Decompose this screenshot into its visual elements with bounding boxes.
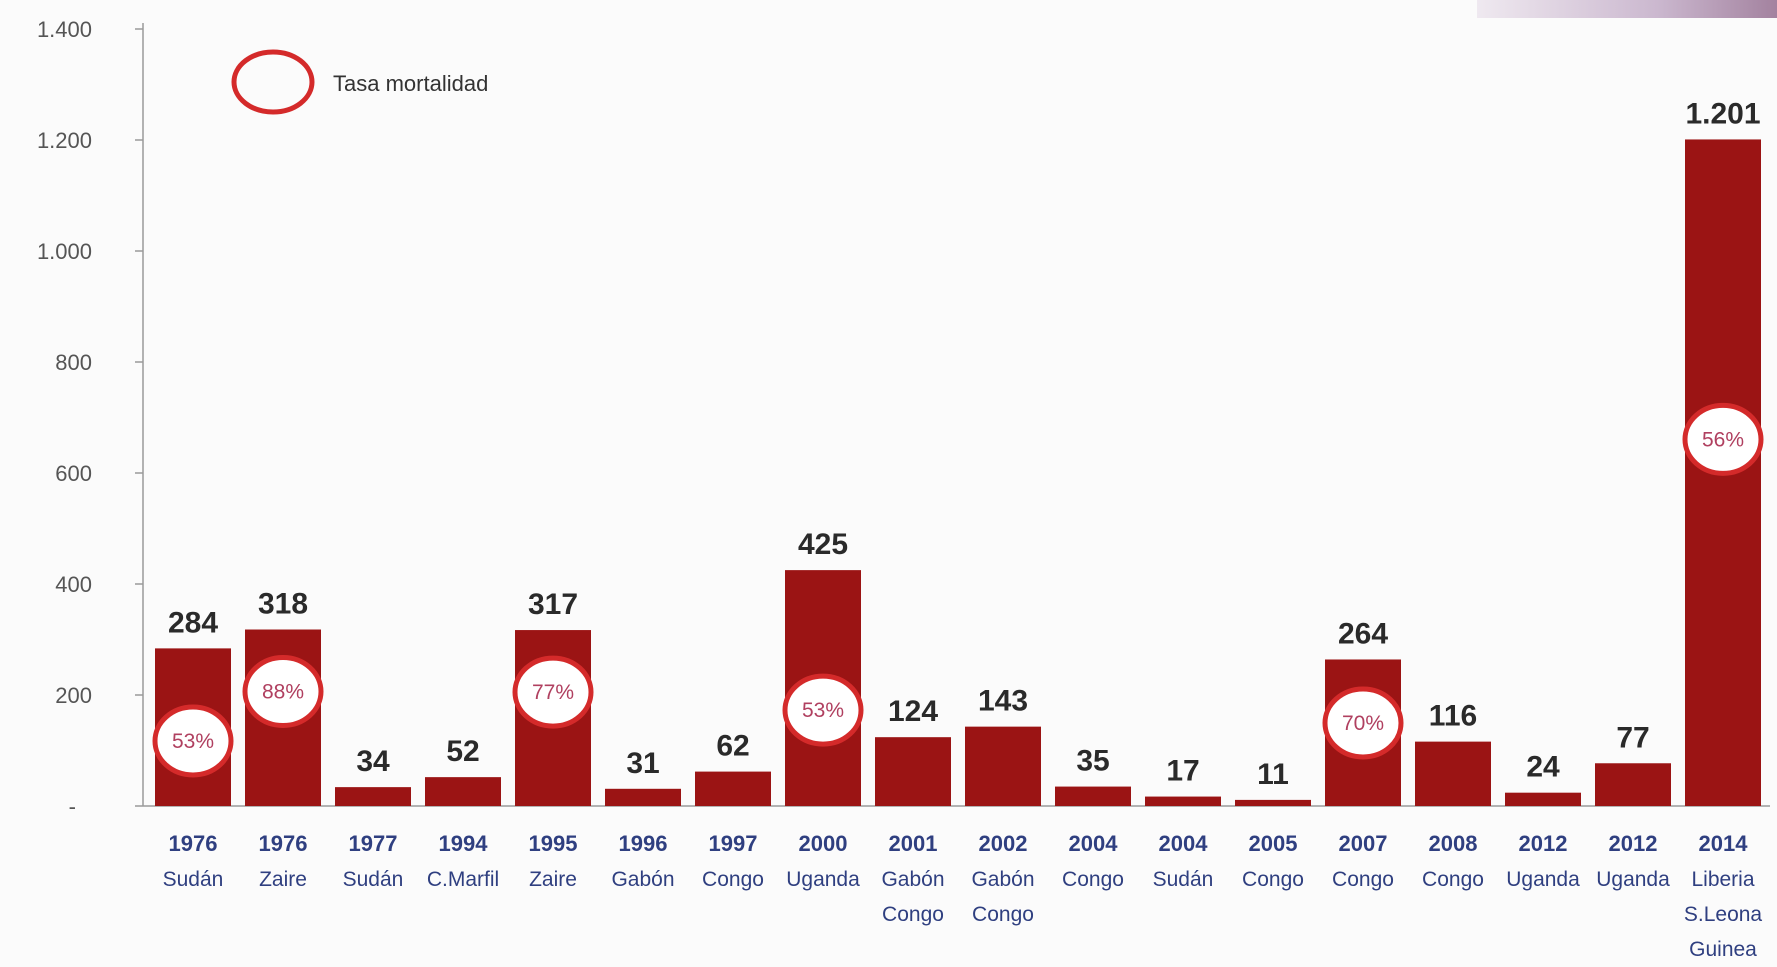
mortality-marker: [242, 655, 324, 729]
bar: [1505, 792, 1581, 806]
mortality-rate-label: 88%: [262, 681, 304, 704]
x-tick-label-country: Congo: [1332, 868, 1394, 891]
legend-marker-icon: [231, 49, 315, 115]
x-tick-label-year: 2004: [1069, 831, 1119, 856]
x-tick-label-country: S.Leona: [1684, 903, 1763, 926]
mortality-rate-label: 53%: [802, 699, 844, 722]
data-label: 31: [626, 747, 659, 780]
mortality-marker: [152, 704, 234, 778]
bar: [965, 726, 1041, 806]
mortality-rate-label: 70%: [1342, 712, 1384, 735]
data-label: 35: [1076, 745, 1109, 778]
corner-decoration: [1477, 0, 1777, 18]
x-tick-label-country: Zaire: [529, 868, 577, 891]
x-tick-label-country: Uganda: [1596, 868, 1670, 891]
y-tick-label: 1.200: [37, 128, 92, 153]
x-tick-label-country: Sudán: [163, 868, 224, 891]
data-label: 124: [888, 695, 938, 728]
legend-label: Tasa mortalidad: [333, 71, 488, 96]
x-tick-label-country: Sudán: [343, 868, 404, 891]
x-tick-label-year: 1996: [619, 831, 668, 856]
mortality-marker: [1322, 686, 1404, 760]
x-tick-label-year: 2004: [1159, 831, 1209, 856]
bar: [695, 771, 771, 806]
x-tick-label-year: 1977: [349, 831, 398, 856]
x-tick-label-country: C.Marfil: [427, 868, 499, 891]
data-label: 34: [356, 745, 390, 778]
x-tick-label-year: 2012: [1519, 831, 1568, 856]
data-label: 77: [1616, 721, 1649, 754]
x-tick-label-year: 2005: [1249, 831, 1298, 856]
data-label: 62: [716, 730, 749, 763]
y-tick-label: 600: [55, 461, 92, 486]
x-tick-label-year: 2001: [889, 831, 938, 856]
mortality-rate-label: 56%: [1702, 428, 1744, 451]
data-label: 317: [528, 588, 578, 621]
y-tick-label: 1.000: [37, 239, 92, 264]
x-tick-label-year: 1976: [259, 831, 308, 856]
data-label: 17: [1166, 755, 1199, 788]
mortality-marker: [782, 673, 864, 747]
bar: [335, 787, 411, 806]
x-tick-label-country: Congo: [702, 868, 764, 891]
x-tick-label-country: Liberia: [1691, 868, 1754, 891]
bar: [1235, 799, 1311, 806]
x-tick-label-country: Gabón: [881, 868, 944, 891]
x-tick-label-year: 2012: [1609, 831, 1658, 856]
x-tick-label-year: 2008: [1429, 831, 1478, 856]
bar: [425, 777, 501, 806]
x-tick-label-country: Uganda: [1506, 868, 1580, 891]
x-tick-label-country: Congo: [1062, 868, 1124, 891]
bar: [1145, 796, 1221, 806]
x-tick-label-country: Gabón: [971, 868, 1034, 891]
data-label: 11: [1257, 758, 1289, 791]
bar: [1595, 763, 1671, 806]
mortality-rate-label: 53%: [172, 730, 214, 753]
data-label: 1.201: [1685, 97, 1760, 130]
x-tick-label-year: 2002: [979, 831, 1028, 856]
bar: [1055, 786, 1131, 806]
data-label: 52: [446, 735, 479, 768]
y-tick-label: 200: [55, 683, 92, 708]
mortality-rate-label: 77%: [532, 681, 574, 704]
y-tick-label: 800: [55, 350, 92, 375]
data-label: 264: [1338, 617, 1388, 650]
x-tick-label-country: Congo: [1422, 868, 1484, 891]
bar: [605, 788, 681, 806]
data-label: 143: [978, 685, 1028, 718]
data-label: 24: [1526, 751, 1560, 784]
data-label: 116: [1429, 700, 1477, 733]
x-tick-label-year: 1995: [529, 831, 578, 856]
bar: [875, 737, 951, 806]
x-tick-label-year: 2000: [799, 831, 848, 856]
mortality-marker: [512, 655, 594, 729]
x-tick-label-country: Zaire: [259, 868, 307, 891]
x-tick-label-country: Gabón: [611, 868, 674, 891]
x-tick-label-year: 1997: [709, 831, 758, 856]
x-tick-label-country: Congo: [1242, 868, 1304, 891]
x-tick-label-country: Congo: [972, 903, 1034, 926]
x-tick-label-country: Congo: [882, 903, 944, 926]
y-tick-label: 1.400: [37, 17, 92, 42]
data-label: 318: [258, 588, 308, 621]
x-tick-label-country: Uganda: [786, 868, 860, 891]
data-label: 284: [168, 606, 218, 639]
x-tick-label-country: Guinea: [1689, 938, 1757, 961]
x-tick-label-year: 1976: [169, 831, 218, 856]
mortality-marker: [1682, 402, 1764, 476]
bar: [1415, 741, 1491, 806]
y-tick-label: 400: [55, 572, 92, 597]
data-label: 425: [798, 528, 848, 561]
x-tick-label-year: 1994: [439, 831, 489, 856]
x-tick-label-year: 2014: [1699, 831, 1749, 856]
x-tick-label-country: Sudán: [1153, 868, 1214, 891]
x-tick-label-year: 2007: [1339, 831, 1388, 856]
y-tick-label: -: [69, 794, 76, 819]
